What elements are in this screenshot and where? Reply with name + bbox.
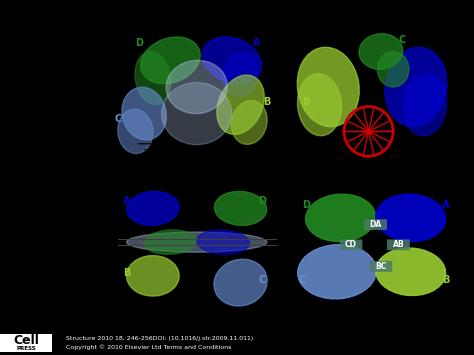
Text: B: B — [302, 97, 310, 107]
Ellipse shape — [127, 191, 179, 225]
Text: Copyright © 2010 Elsevier Ltd Terms and Conditions: Copyright © 2010 Elsevier Ltd Terms and … — [66, 345, 232, 350]
Text: D: D — [285, 192, 294, 202]
FancyBboxPatch shape — [387, 239, 410, 250]
Ellipse shape — [359, 34, 403, 69]
Ellipse shape — [135, 52, 171, 104]
Ellipse shape — [127, 256, 179, 296]
Text: Figure 1: Figure 1 — [209, 12, 265, 26]
Ellipse shape — [122, 87, 166, 140]
Ellipse shape — [214, 259, 267, 306]
Ellipse shape — [376, 194, 446, 241]
Ellipse shape — [385, 47, 447, 127]
Text: A: A — [110, 34, 118, 44]
Text: A: A — [238, 176, 243, 182]
Text: B: B — [442, 274, 450, 285]
Ellipse shape — [298, 245, 376, 299]
Ellipse shape — [127, 232, 267, 252]
Text: C: C — [159, 135, 164, 141]
Ellipse shape — [377, 51, 409, 87]
FancyBboxPatch shape — [0, 334, 52, 351]
Text: Cell: Cell — [13, 334, 39, 347]
Ellipse shape — [118, 109, 153, 153]
FancyBboxPatch shape — [364, 219, 387, 230]
Ellipse shape — [166, 60, 228, 114]
Ellipse shape — [297, 47, 359, 127]
Text: C: C — [299, 274, 306, 285]
Text: C: C — [398, 34, 406, 45]
Text: CD: CD — [345, 240, 357, 249]
Text: A: A — [442, 200, 450, 211]
Ellipse shape — [231, 100, 267, 144]
Ellipse shape — [403, 74, 447, 136]
Text: D: D — [208, 176, 213, 182]
Text: AB: AB — [392, 240, 404, 249]
Text: BC: BC — [375, 262, 386, 271]
Ellipse shape — [306, 194, 375, 241]
Ellipse shape — [223, 53, 258, 97]
Text: A: A — [123, 196, 130, 206]
Ellipse shape — [202, 37, 262, 84]
Text: A: A — [253, 38, 260, 48]
Text: B: B — [264, 97, 271, 107]
Text: C: C — [110, 192, 118, 202]
Text: A: A — [433, 97, 441, 107]
FancyBboxPatch shape — [340, 239, 363, 250]
Text: C: C — [258, 274, 265, 285]
Text: B: B — [285, 34, 294, 44]
Ellipse shape — [144, 230, 197, 254]
Ellipse shape — [376, 248, 446, 295]
Text: D: D — [258, 196, 266, 206]
Text: Structure 2010 18, 246-256DOI: (10.1016/j.str.2009.11.011): Structure 2010 18, 246-256DOI: (10.1016/… — [66, 336, 254, 342]
Ellipse shape — [298, 74, 341, 136]
Ellipse shape — [162, 83, 232, 145]
FancyBboxPatch shape — [369, 261, 392, 272]
Text: PRESS: PRESS — [16, 345, 36, 350]
Text: 3'  TCCGTACGGATCCGTACGGA  5': 3' TCCGTACGGATCCGTACGGA 5' — [144, 159, 249, 164]
Ellipse shape — [197, 230, 249, 254]
Ellipse shape — [141, 37, 200, 84]
Ellipse shape — [217, 75, 264, 135]
Text: D: D — [136, 38, 143, 48]
Text: C: C — [114, 114, 121, 125]
Text: 5'  AGGCATGCCTAGGCATGCCT  3': 5' AGGCATGCCTAGGCATGCCT 3' — [144, 149, 249, 154]
Text: DA: DA — [369, 220, 382, 229]
Text: B: B — [123, 268, 130, 278]
Text: D: D — [302, 200, 310, 211]
Ellipse shape — [214, 191, 267, 225]
